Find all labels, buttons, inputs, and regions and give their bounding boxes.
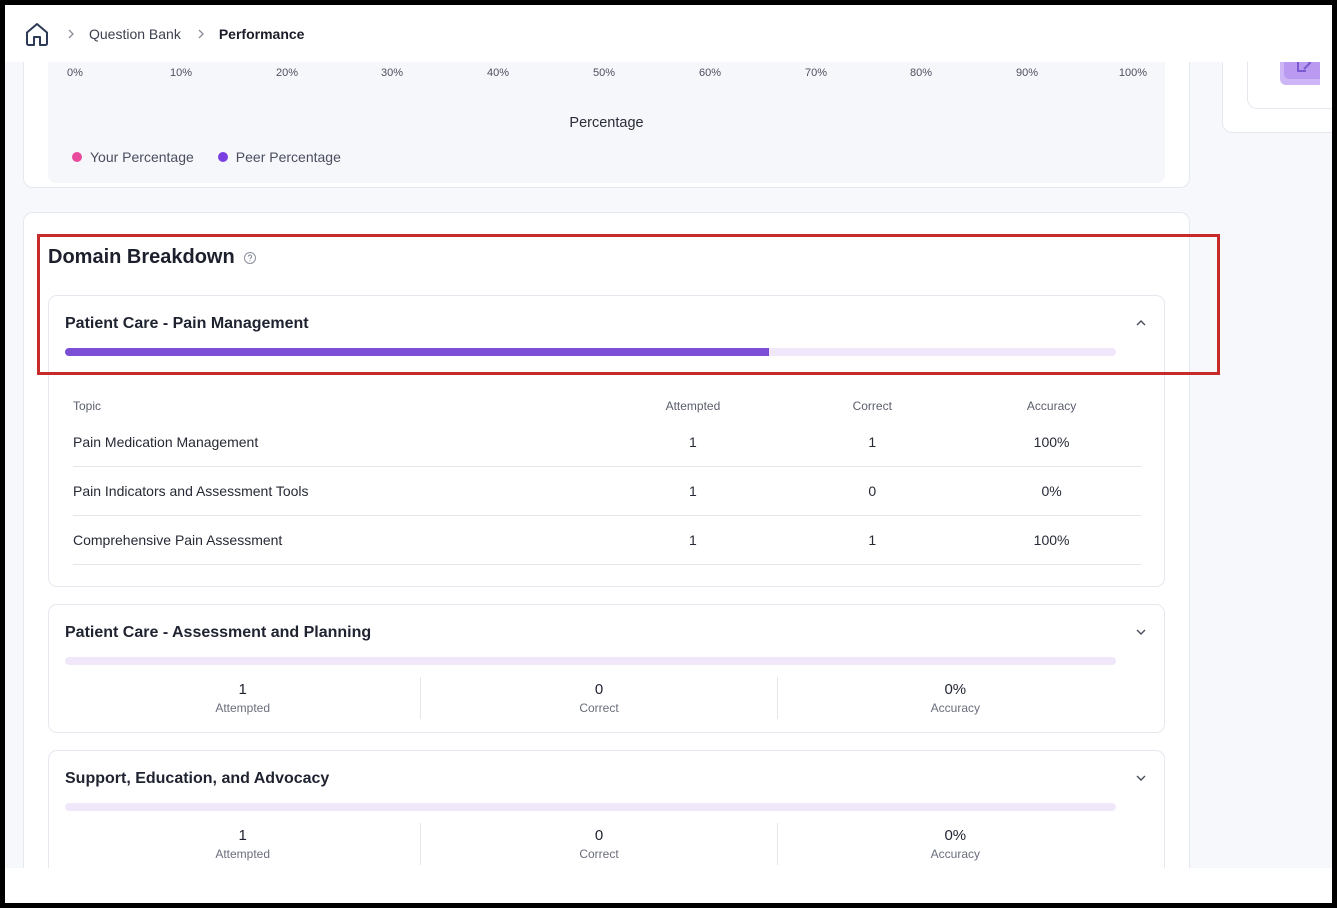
stat-value: 1 xyxy=(238,681,247,698)
breadcrumb: Question Bank Performance xyxy=(5,5,1332,62)
stat-value: 0% xyxy=(944,827,967,844)
side-card xyxy=(1222,50,1332,133)
legend-dot-icon xyxy=(217,152,228,162)
legend-peer-percentage[interactable]: Peer Percentage xyxy=(217,149,341,165)
legend-dot-icon xyxy=(72,152,82,162)
stat-label: Correct xyxy=(579,847,619,861)
x-tick: 30% xyxy=(380,67,404,79)
domain-name[interactable]: Patient Care - Assessment and Planning xyxy=(65,624,372,641)
stat-attempted: 1 Attempted xyxy=(65,677,422,719)
stat-label: Accuracy xyxy=(930,701,980,715)
topic-cell: Pain Indicators and Assessment Tools xyxy=(73,483,309,499)
domain-item-assessment-planning: Patient Care - Assessment and Planning 1… xyxy=(48,604,1165,733)
chevron-right-icon xyxy=(197,28,205,40)
chart-legend: Your Percentage Peer Percentage xyxy=(72,149,341,165)
column-header-accuracy: Accuracy xyxy=(1026,399,1077,413)
stat-label: Accuracy xyxy=(930,847,980,861)
topic-cell: Pain Medication Management xyxy=(73,434,259,450)
domain-name[interactable]: Support, Education, and Advocacy xyxy=(65,770,330,787)
domain-item-pain-management: Patient Care - Pain Management Topic Att… xyxy=(48,295,1165,587)
stat-correct: 0 Correct xyxy=(421,677,778,719)
x-tick: 70% xyxy=(804,67,828,79)
domain-breakdown-card: Domain Breakdown Patient Care - Pain Man… xyxy=(23,212,1190,868)
stat-value: 1 xyxy=(238,827,247,844)
x-axis-label: Percentage xyxy=(569,115,644,131)
legend-your-percentage[interactable]: Your Percentage xyxy=(72,149,194,165)
domain-progress-bar xyxy=(65,803,1116,811)
stat-value: 0 xyxy=(594,681,604,698)
chevron-right-icon xyxy=(67,28,75,40)
stat-value: 0% xyxy=(944,681,967,698)
stat-label: Correct xyxy=(579,701,619,715)
accuracy-cell: 100% xyxy=(1033,434,1070,450)
x-tick: 10% xyxy=(169,67,193,79)
section-title: Domain Breakdown xyxy=(48,246,235,268)
correct-cell: 0 xyxy=(868,483,877,499)
stat-label: Attempted xyxy=(215,701,271,715)
stat-label: Attempted xyxy=(215,847,271,861)
accuracy-cell: 100% xyxy=(1033,532,1070,548)
column-header-attempted: Attempted xyxy=(665,399,721,413)
topic-cell: Comprehensive Pain Assessment xyxy=(73,532,283,548)
x-tick: 90% xyxy=(1015,67,1039,79)
domain-name[interactable]: Patient Care - Pain Management xyxy=(65,315,309,332)
table-row: Pain Medication Management 1 1 100% xyxy=(73,418,1141,467)
legend-label: Your Percentage xyxy=(90,149,194,165)
x-tick: 60% xyxy=(698,67,722,79)
viewport: 0% 10% 20% 30% 40% 50% 60% 70% 80% 90% 1… xyxy=(5,5,1332,903)
stat-correct: 0 Correct xyxy=(421,823,778,865)
x-tick: 50% xyxy=(592,67,616,79)
x-axis-ticks: 0% 10% 20% 30% 40% 50% 60% 70% 80% 90% 1… xyxy=(48,67,1165,83)
page-content: 0% 10% 20% 30% 40% 50% 60% 70% 80% 90% 1… xyxy=(5,5,1332,868)
column-header-correct: Correct xyxy=(852,399,892,413)
topic-table: Topic Attempted Correct Accuracy Pain Me… xyxy=(73,394,1141,565)
home-icon xyxy=(26,22,48,46)
stat-attempted: 1 Attempted xyxy=(65,823,422,865)
x-tick: 100% xyxy=(1118,67,1148,79)
breadcrumb-question-bank[interactable]: Question Bank xyxy=(89,25,181,42)
stat-value: 0 xyxy=(594,827,604,844)
x-tick: 20% xyxy=(275,67,299,79)
chevron-down-icon[interactable] xyxy=(1134,771,1148,785)
domain-progress-bar xyxy=(65,657,1116,665)
table-row: Comprehensive Pain Assessment 1 1 100% xyxy=(73,516,1141,565)
attempted-cell: 1 xyxy=(689,434,697,450)
help-circle-icon[interactable] xyxy=(243,251,257,265)
attempted-cell: 1 xyxy=(689,483,697,499)
breadcrumb-performance: Performance xyxy=(218,25,305,42)
home-button[interactable] xyxy=(23,20,51,48)
correct-cell: 1 xyxy=(868,532,877,548)
table-header-row: Topic Attempted Correct Accuracy xyxy=(73,394,1141,418)
domain-stats: 1 Attempted 0 Correct 0% Accuracy xyxy=(65,823,1133,865)
correct-cell: 1 xyxy=(868,434,877,450)
chart-area: 0% 10% 20% 30% 40% 50% 60% 70% 80% 90% 1… xyxy=(48,61,1165,183)
chevron-up-icon[interactable] xyxy=(1134,316,1148,330)
chevron-down-icon[interactable] xyxy=(1134,625,1148,639)
domain-breakdown-header: Domain Breakdown xyxy=(48,246,257,269)
x-tick: 40% xyxy=(486,67,510,79)
domain-item-support-education: Support, Education, and Advocacy 1 Attem… xyxy=(48,750,1165,868)
attempted-cell: 1 xyxy=(689,532,697,548)
table-row: Pain Indicators and Assessment Tools 1 0… xyxy=(73,467,1141,516)
x-tick: 80% xyxy=(909,67,933,79)
stat-accuracy: 0% Accuracy xyxy=(778,823,1133,865)
column-header-topic: Topic xyxy=(73,399,102,413)
x-tick: 0% xyxy=(67,67,83,79)
legend-label: Peer Percentage xyxy=(235,149,341,165)
domain-progress-bar xyxy=(65,348,1116,356)
accuracy-cell: 0% xyxy=(1041,483,1062,499)
stat-accuracy: 0% Accuracy xyxy=(778,677,1133,719)
domain-progress-fill xyxy=(65,348,770,356)
domain-stats: 1 Attempted 0 Correct 0% Accuracy xyxy=(65,677,1133,719)
